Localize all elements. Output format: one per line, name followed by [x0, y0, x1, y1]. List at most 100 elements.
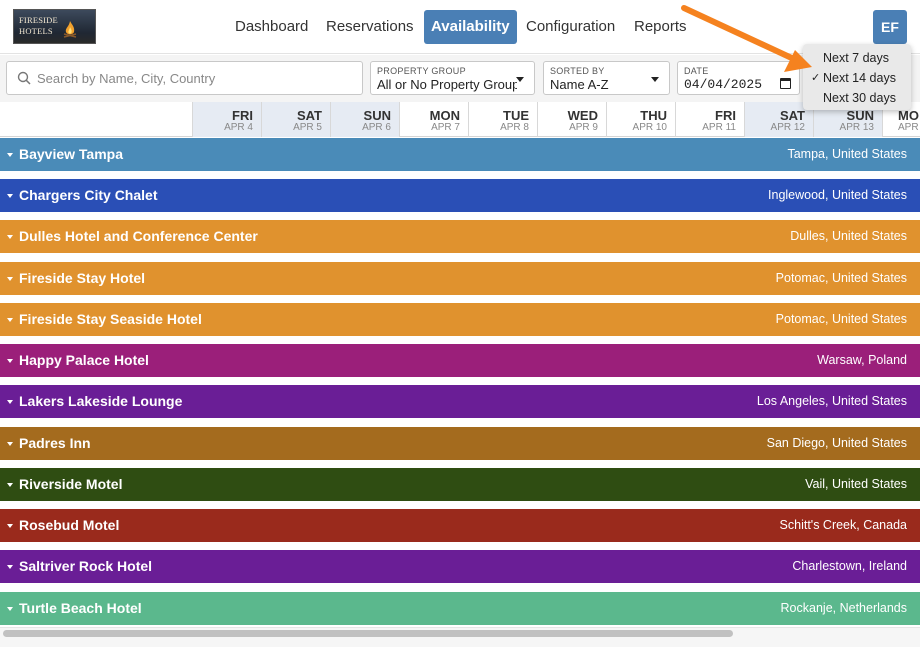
hotel-name: Fireside Stay Hotel [19, 270, 146, 286]
sorted-by-label: SORTED BY [550, 66, 605, 76]
nav-availability[interactable]: Availability [424, 10, 517, 44]
nav-reports[interactable]: Reports [634, 18, 687, 35]
date-header: FRI APR 4 SAT APR 5 SUN APR 6 MON APR 7 … [0, 102, 920, 137]
date-dow: MON [429, 108, 460, 123]
date-value: 04/04/2025 [684, 77, 763, 92]
hotel-row[interactable]: Fireside Stay Hotel Potomac, United Stat… [0, 262, 920, 295]
hotel-row[interactable]: Happy Palace Hotel Warsaw, Poland [0, 344, 920, 377]
hotel-name: Bayview Tampa [19, 146, 124, 162]
search-box [6, 61, 363, 95]
date-range-menu: Next 7 days ✓ Next 14 days Next 30 days [803, 44, 911, 110]
nav-dashboard[interactable]: Dashboard [235, 18, 309, 35]
date-dow: FRI [232, 108, 253, 123]
expand-caret-icon[interactable] [7, 153, 13, 157]
hotel-row[interactable]: Chargers City Chalet Inglewood, United S… [0, 179, 920, 212]
hotel-name: Happy Palace Hotel [19, 352, 149, 368]
hotel-name: Padres Inn [19, 435, 91, 451]
menu-item-next-30-days[interactable]: Next 30 days [803, 88, 911, 108]
hotel-location: Potomac, United States [775, 312, 907, 326]
hotel-location: Dulles, United States [790, 229, 907, 243]
date-month-day: APR 9 [569, 122, 598, 133]
hotel-row[interactable]: Padres Inn San Diego, United States [0, 427, 920, 460]
hotel-row[interactable]: Dulles Hotel and Conference Center Dulle… [0, 220, 920, 253]
expand-caret-icon[interactable] [7, 277, 13, 281]
user-avatar[interactable]: EF [873, 10, 907, 44]
hotel-row[interactable]: Fireside Stay Seaside Hotel Potomac, Uni… [0, 303, 920, 336]
date-dow: SUN [846, 108, 874, 123]
expand-caret-icon[interactable] [7, 565, 13, 569]
date-column: FRI APR 4 [192, 102, 261, 137]
hotel-name: Saltriver Rock Hotel [19, 558, 153, 574]
date-month-day: APR 7 [431, 122, 460, 133]
hotel-row[interactable]: Turtle Beach Hotel Rockanje, Netherlands [0, 592, 920, 625]
menu-item-next-14-days[interactable]: ✓ Next 14 days [803, 68, 911, 88]
checkmark-icon: ✓ [811, 72, 821, 84]
filter-toolbar: PROPERTY GROUP All or No Property Group … [0, 55, 920, 102]
date-dow: SAT [296, 108, 322, 123]
chevron-down-icon [651, 77, 659, 82]
date-column: WED APR 9 [537, 102, 606, 137]
date-column: SAT APR 12 [744, 102, 813, 137]
hotel-name: Riverside Motel [19, 476, 123, 492]
date-label: DATE [684, 66, 709, 76]
hotel-name: Turtle Beach Hotel [19, 600, 142, 616]
hotel-row[interactable]: Lakers Lakeside Lounge Los Angeles, Unit… [0, 385, 920, 418]
date-dow: THU [640, 108, 667, 123]
hotel-location: Inglewood, United States [768, 188, 907, 202]
search-icon [17, 71, 31, 85]
hotel-location: Los Angeles, United States [756, 394, 907, 408]
hotel-location: Warsaw, Poland [817, 353, 907, 367]
expand-caret-icon[interactable] [7, 607, 13, 611]
property-group-value: All or No Property Group [377, 77, 517, 92]
nav-configuration[interactable]: Configuration [526, 18, 616, 35]
date-picker[interactable]: DATE 04/04/2025 [677, 61, 800, 95]
hotel-name: Lakers Lakeside Lounge [19, 393, 183, 409]
fireside-hotels-logo[interactable]: FIRESIDE HOTELS [13, 9, 96, 44]
date-dow: FRI [715, 108, 736, 123]
expand-caret-icon[interactable] [7, 318, 13, 322]
hotel-location: Rockanje, Netherlands [780, 601, 907, 615]
expand-caret-icon[interactable] [7, 400, 13, 404]
hotel-row[interactable]: Bayview Tampa Tampa, United States [0, 138, 920, 171]
date-month-day: APR 8 [500, 122, 529, 133]
search-input[interactable] [37, 62, 357, 94]
date-dow: MO [898, 108, 919, 123]
chevron-down-icon [516, 77, 524, 82]
logo-text: FIRESIDE HOTELS [19, 15, 58, 36]
horizontal-scrollbar[interactable] [0, 627, 920, 647]
menu-item-next-7-days[interactable]: Next 7 days [803, 48, 911, 68]
date-column: THU APR 10 [606, 102, 675, 137]
calendar-icon[interactable] [780, 78, 791, 89]
date-month-day: APR 4 [224, 122, 253, 133]
expand-caret-icon[interactable] [7, 442, 13, 446]
hotel-location: Schitt's Creek, Canada [779, 518, 907, 532]
hotel-location: Vail, United States [805, 477, 907, 491]
date-column: FRI APR 11 [675, 102, 744, 137]
hotel-name: Chargers City Chalet [19, 187, 158, 203]
date-month-day: APR 5 [293, 122, 322, 133]
hotel-location: Potomac, United States [775, 271, 907, 285]
expand-caret-icon[interactable] [7, 483, 13, 487]
sorted-by-value: Name A-Z [550, 77, 609, 92]
hotel-row[interactable]: Rosebud Motel Schitt's Creek, Canada [0, 509, 920, 542]
property-group-select[interactable]: PROPERTY GROUP All or No Property Group [370, 61, 535, 95]
date-column: MON APR 7 [399, 102, 468, 137]
hotel-row[interactable]: Riverside Motel Vail, United States [0, 468, 920, 501]
date-column: TUE APR 8 [468, 102, 537, 137]
date-month-day: APR 11 [702, 122, 736, 133]
scrollbar-thumb[interactable] [3, 630, 733, 637]
nav-reservations[interactable]: Reservations [326, 18, 414, 35]
campfire-icon [63, 21, 77, 38]
hotel-location: Charlestown, Ireland [792, 559, 907, 573]
menu-item-label: Next 7 days [823, 51, 890, 65]
expand-caret-icon[interactable] [7, 524, 13, 528]
hotel-name: Fireside Stay Seaside Hotel [19, 311, 202, 327]
expand-caret-icon[interactable] [7, 359, 13, 363]
expand-caret-icon[interactable] [7, 194, 13, 198]
date-month-day: APR 12 [770, 122, 805, 133]
hotel-name: Rosebud Motel [19, 517, 120, 533]
hotel-row[interactable]: Saltriver Rock Hotel Charlestown, Irelan… [0, 550, 920, 583]
sorted-by-select[interactable]: SORTED BY Name A-Z [543, 61, 670, 95]
expand-caret-icon[interactable] [7, 235, 13, 239]
date-dow: TUE [503, 108, 529, 123]
